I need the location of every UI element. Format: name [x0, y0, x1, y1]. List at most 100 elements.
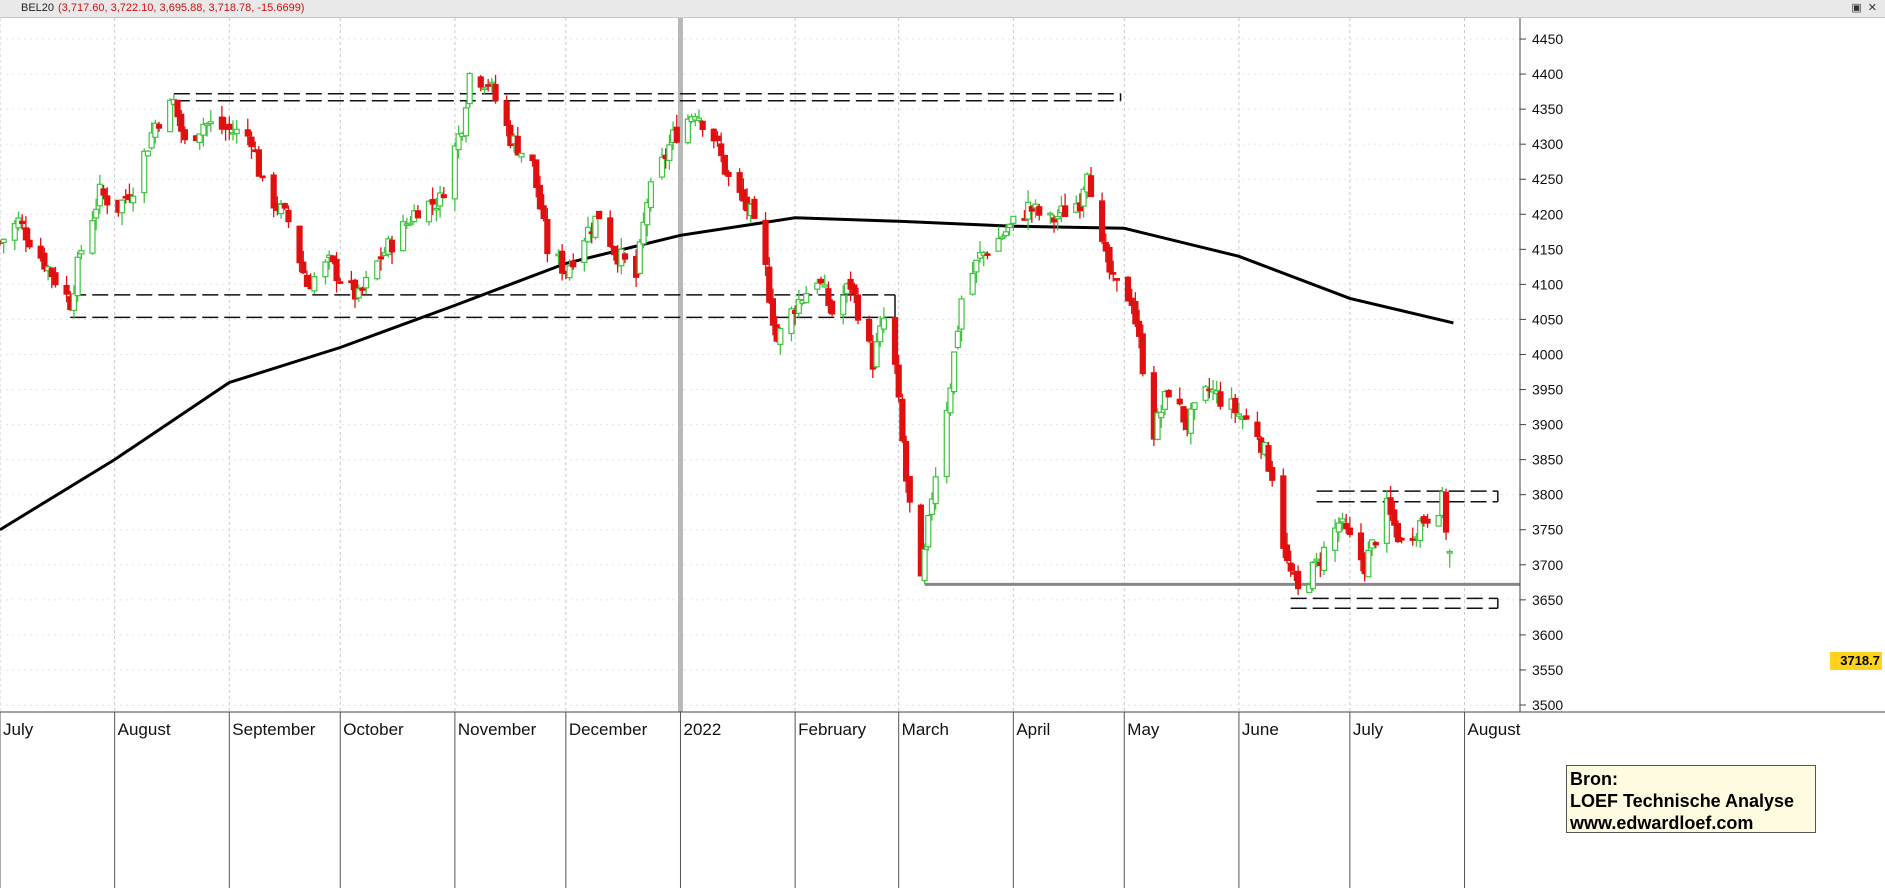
candle-body	[902, 440, 910, 482]
candle-body	[270, 174, 277, 209]
candle-body	[174, 99, 181, 118]
price-axis-label: 4450	[1532, 31, 1563, 47]
candle-body	[1343, 523, 1350, 530]
candle-body	[581, 240, 588, 263]
time-axis-label: May	[1127, 720, 1160, 739]
candle-body	[1165, 389, 1172, 398]
candle-body	[529, 154, 536, 162]
candle-body	[1309, 561, 1316, 590]
candle-body	[1357, 532, 1365, 561]
candle-body	[63, 284, 70, 295]
time-axis-label: August	[1468, 720, 1521, 739]
axes-layer: 3500 3550 3600 3650 3700 3750 3800 3850 3900 3950…	[0, 18, 1885, 888]
candle-body	[644, 202, 651, 226]
price-axis-label: 3700	[1532, 557, 1563, 573]
restore-icon[interactable]: ▣	[1851, 2, 1862, 14]
candle-body	[492, 84, 499, 102]
source-line-3: www.edwardloef.com	[1570, 813, 1754, 833]
candle-body	[26, 239, 33, 248]
candle-body	[721, 154, 728, 175]
candle-body	[337, 281, 344, 284]
time-axis-label: September	[232, 720, 315, 739]
candle-body	[1150, 372, 1157, 440]
candle-body	[1161, 390, 1169, 410]
price-axis-label: 3900	[1532, 417, 1563, 433]
candle-body	[462, 107, 470, 137]
candle-body	[1028, 205, 1035, 212]
candle-body	[1280, 475, 1287, 549]
candle-body	[196, 133, 203, 143]
candle-body	[1132, 300, 1139, 325]
candle-body	[19, 220, 26, 225]
candle-body	[995, 237, 1002, 252]
candle-body	[917, 504, 924, 577]
candle-body	[436, 192, 444, 207]
candle-body	[1424, 518, 1431, 524]
candle-body	[1435, 514, 1442, 527]
candle-body	[1187, 408, 1194, 434]
candle-body	[244, 129, 251, 137]
candle-body	[1409, 537, 1416, 541]
candle-body	[736, 172, 743, 193]
candle-body	[788, 308, 795, 335]
candle-body	[943, 409, 950, 478]
close-icon[interactable]: ✕	[1867, 2, 1877, 14]
candle-body	[1269, 467, 1276, 481]
candle-body	[1346, 527, 1353, 536]
candle-body	[414, 210, 422, 219]
time-axis-label: March	[902, 720, 949, 739]
candle-body	[584, 226, 592, 243]
candle-body	[891, 317, 899, 365]
time-axis-label: November	[458, 720, 537, 739]
candle-body	[533, 159, 540, 189]
symbol-label: BEL20	[21, 2, 55, 14]
candle-body	[1335, 522, 1342, 533]
candle-body	[1372, 542, 1379, 546]
candle-body	[640, 221, 647, 245]
candle-body	[181, 129, 189, 141]
candle-body	[1191, 402, 1198, 410]
candle-body	[503, 100, 510, 127]
candle-body	[710, 128, 717, 142]
candle-body	[751, 198, 758, 219]
candle-body	[37, 245, 44, 259]
candle-body	[1180, 406, 1187, 423]
candle-body	[0, 238, 7, 244]
candle-body	[877, 325, 884, 343]
price-axis-label: 3600	[1532, 627, 1563, 643]
candle-body	[762, 219, 769, 265]
candle-body	[518, 152, 525, 158]
candle-body	[303, 274, 311, 287]
price-axis-label: 3800	[1532, 487, 1563, 503]
candle-body	[829, 300, 836, 315]
last-price-label: 3718.7	[1830, 652, 1882, 670]
price-axis-label: 3550	[1532, 662, 1563, 678]
candle-body	[695, 117, 703, 122]
candle-body	[1006, 223, 1013, 229]
candle-body	[1113, 278, 1120, 281]
candle-body	[466, 72, 473, 105]
candle-body	[725, 171, 732, 177]
candle-body	[481, 87, 488, 90]
candle-body	[118, 199, 126, 214]
candle-body	[311, 275, 318, 292]
candle-body	[1106, 246, 1113, 273]
candle-body	[1135, 320, 1143, 337]
candle-body	[363, 276, 370, 289]
candle-body	[921, 548, 928, 582]
candle-body	[1062, 205, 1069, 218]
time-axis-label: August	[118, 720, 171, 739]
candle-body	[233, 128, 240, 135]
candle-body	[925, 514, 932, 548]
candle-body	[999, 236, 1006, 240]
candle-body	[636, 241, 643, 275]
candle-body	[1446, 551, 1453, 554]
candle-body	[277, 203, 285, 215]
candle-body	[1365, 549, 1372, 578]
candle-body	[566, 265, 573, 279]
candle-body	[141, 150, 148, 194]
time-axis-label: June	[1242, 720, 1279, 739]
candle-body	[1050, 217, 1058, 223]
candle-body	[281, 203, 288, 209]
price-axis-label: 4300	[1532, 136, 1563, 152]
